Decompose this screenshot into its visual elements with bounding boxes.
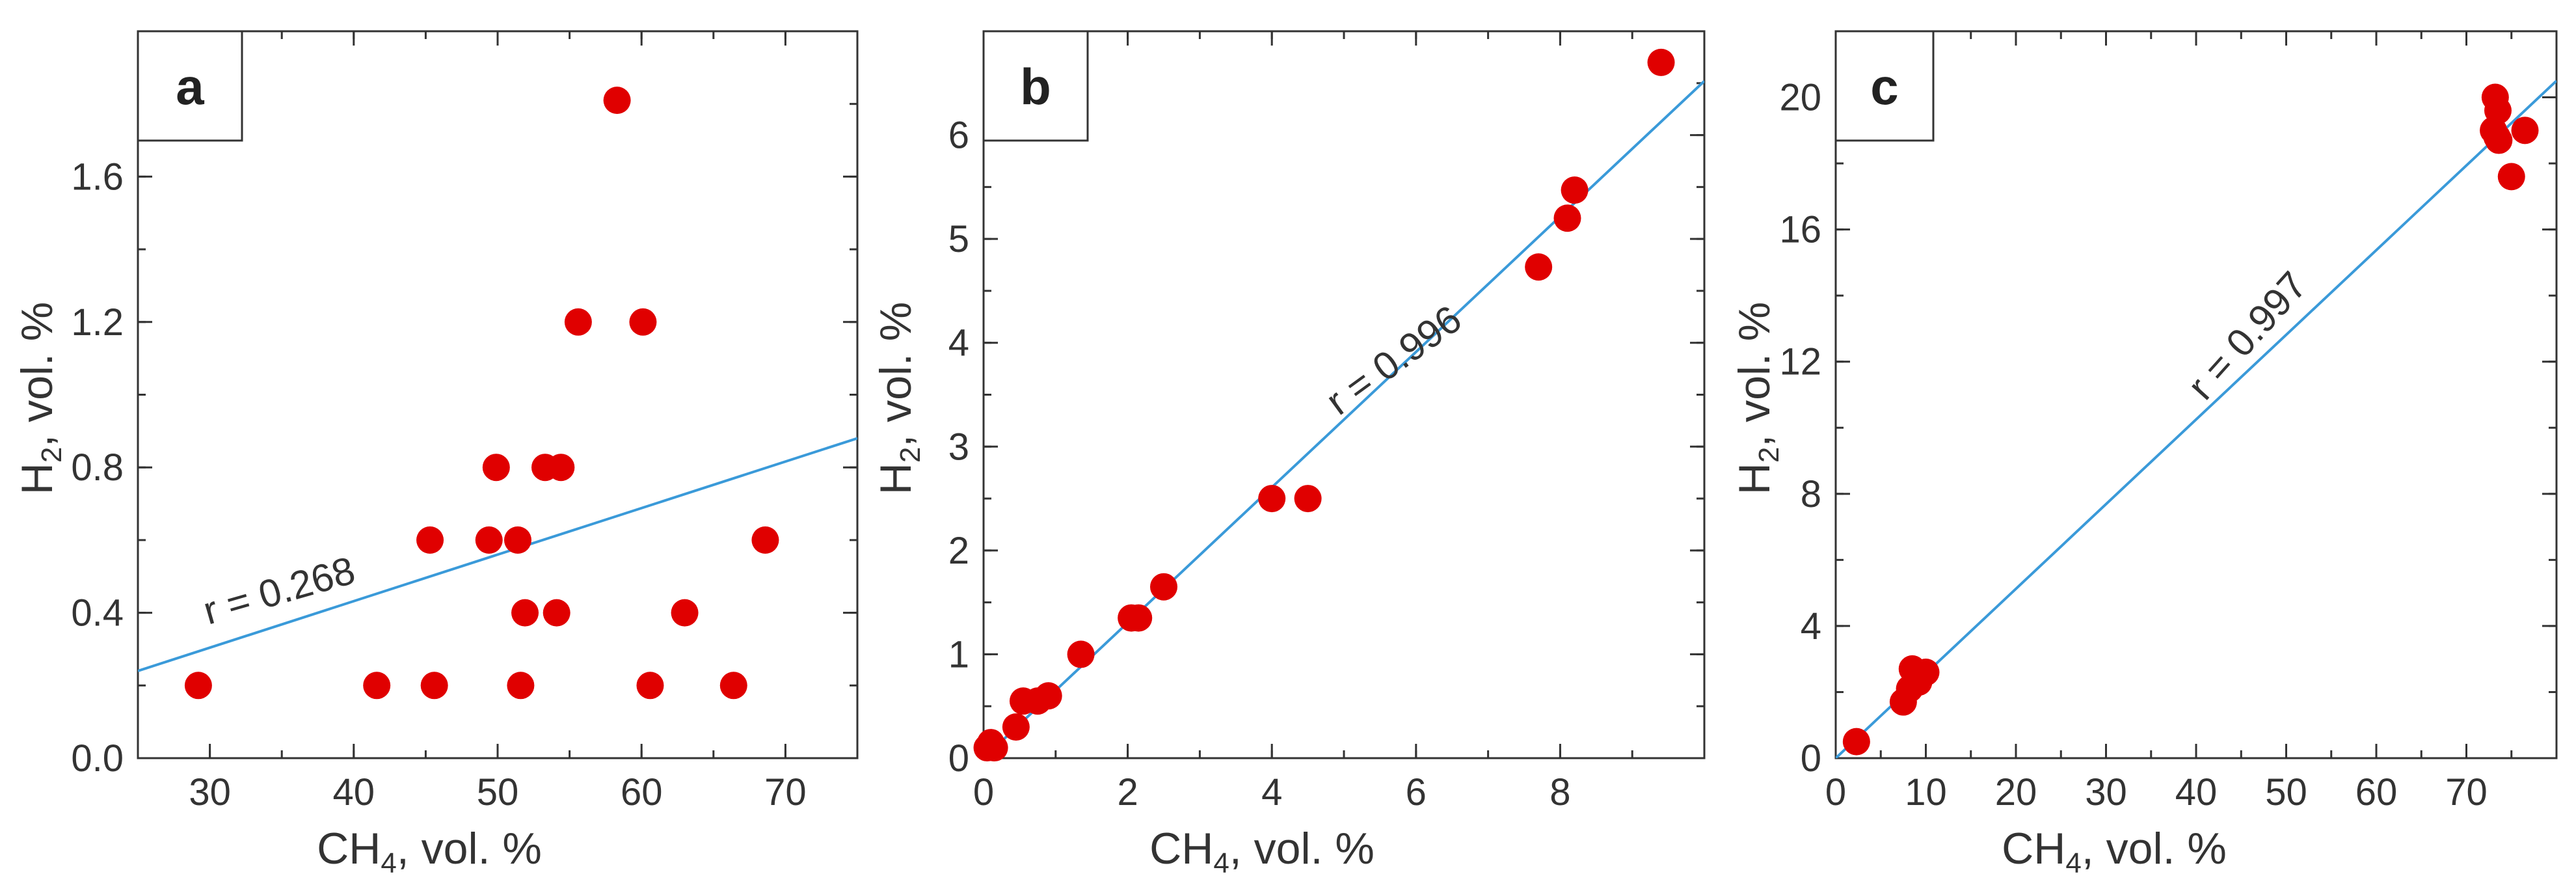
panel-letter-box [982, 30, 1089, 142]
x-tick-label: 50 [2265, 771, 2307, 813]
y-tick-label: 0.4 [71, 592, 124, 635]
data-point [1912, 658, 1940, 686]
data-point [184, 672, 212, 700]
panel-letter: c [1870, 58, 1898, 115]
data-point [636, 672, 664, 700]
x-tick-label: 8 [1550, 771, 1570, 813]
y-tick-label: 4 [1801, 605, 1821, 648]
data-point [1647, 48, 1675, 76]
data-point [507, 672, 535, 700]
data-point [603, 87, 631, 115]
data-point [1561, 176, 1589, 204]
data-point [1034, 682, 1062, 710]
panel-a-plot: 30 40 50 60 70 0.0 0.4 0.8 1.2 1.6 a [71, 30, 859, 813]
data-point [420, 672, 448, 700]
y-tick-label: 20 [1779, 77, 1821, 119]
data-point [416, 526, 444, 554]
data-point [1525, 253, 1553, 281]
panel-c-plot: 0 10 20 30 40 50 60 70 0 4 8 12 16 20 c [1779, 30, 2558, 813]
panel-c-y-axis-title: H2, vol. % [1730, 302, 1785, 495]
data-point [671, 599, 699, 627]
data-point [547, 454, 575, 482]
panel-c-correlation-label: r = 0.997 [2179, 264, 2315, 408]
x-tick-label: 40 [333, 771, 375, 813]
panel-b-plot: 0 2 4 6 8 0 1 2 3 4 5 6 b [948, 30, 1706, 813]
data-point [719, 672, 747, 700]
panel-a-y-axis-title: H2, vol. % [12, 302, 68, 495]
plot-frame [137, 30, 859, 759]
panel-a-x-axis-title: CH4, vol. % [317, 824, 542, 879]
data-point [511, 599, 539, 627]
x-tick-label: 20 [1995, 771, 2037, 813]
data-point [564, 308, 592, 336]
data-point [482, 454, 510, 482]
panel-letter-box [137, 30, 243, 142]
x-tick-label: 10 [1905, 771, 1947, 813]
panel-letter-box [1834, 30, 1935, 142]
y-tick-label: 4 [948, 322, 969, 364]
y-tick-label: 1.2 [71, 301, 124, 344]
x-tick-label: 40 [2175, 771, 2218, 813]
y-tick-label: 12 [1779, 341, 1821, 383]
y-tick-label: 0 [948, 737, 969, 780]
panel-letter: b [1020, 58, 1051, 115]
panel-b-x-axis-title: CH4, vol. % [1149, 824, 1375, 879]
data-point [980, 734, 1008, 762]
data-point [2497, 163, 2525, 191]
y-tick-label: 2 [948, 530, 969, 572]
y-tick-label: 1 [948, 633, 969, 675]
x-tick-label: 30 [189, 771, 231, 813]
panel-a: 30 40 50 60 70 0.0 0.4 0.8 1.2 1.6 a CH4, vol. % H… [12, 30, 859, 879]
regression-line [1836, 79, 2556, 758]
y-tick-label: 0.8 [71, 446, 124, 489]
panel-c: 0 10 20 30 40 50 60 70 0 4 8 12 16 20 c CH4, vol. % H2… [1730, 30, 2558, 879]
x-tick-label: 60 [2355, 771, 2398, 813]
y-tick-label: 6 [948, 115, 969, 157]
x-tick-label: 60 [621, 771, 663, 813]
data-point [1842, 728, 1870, 756]
panel-c-x-axis-title: CH4, vol. % [2002, 824, 2227, 879]
x-tick-label: 6 [1406, 771, 1427, 813]
data-point [1125, 604, 1153, 632]
y-tick-label: 16 [1779, 209, 1821, 251]
x-tick-label: 30 [2085, 771, 2127, 813]
y-tick-label: 3 [948, 426, 969, 468]
y-tick-label: 1.6 [71, 156, 124, 198]
panel-b-correlation-label: r = 0.996 [1318, 297, 1469, 423]
data-point [1258, 485, 1286, 513]
data-point [503, 526, 531, 554]
data-point [1553, 204, 1581, 232]
x-tick-label: 2 [1117, 771, 1138, 813]
data-point [1067, 640, 1095, 668]
y-tick-label: 0.0 [71, 737, 124, 780]
regression-line [138, 437, 857, 672]
x-tick-label: 0 [1825, 771, 1846, 813]
y-tick-label: 5 [948, 218, 969, 260]
data-point [751, 526, 779, 554]
y-tick-label: 0 [1801, 737, 1821, 780]
data-point [1294, 485, 1322, 513]
x-tick-label: 50 [477, 771, 519, 813]
panel-a-correlation-label: r = 0.268 [198, 548, 360, 633]
y-tick-label: 8 [1801, 473, 1821, 515]
data-point [2485, 126, 2513, 154]
x-tick-label: 0 [973, 771, 994, 813]
data-point [2511, 116, 2539, 144]
data-point [475, 526, 503, 554]
data-point [1002, 713, 1030, 741]
x-tick-label: 4 [1261, 771, 1282, 813]
x-tick-label: 70 [2445, 771, 2488, 813]
data-point [629, 308, 657, 336]
data-point [363, 672, 391, 700]
panel-letter: a [176, 58, 204, 115]
data-point [543, 599, 570, 627]
panel-b-y-axis-title: H2, vol. % [871, 302, 926, 495]
panel-b: 0 2 4 6 8 0 1 2 3 4 5 6 b CH4, vol. % H2, vol. % r =… [871, 30, 1706, 879]
data-point [1150, 573, 1177, 601]
x-tick-label: 70 [764, 771, 807, 813]
